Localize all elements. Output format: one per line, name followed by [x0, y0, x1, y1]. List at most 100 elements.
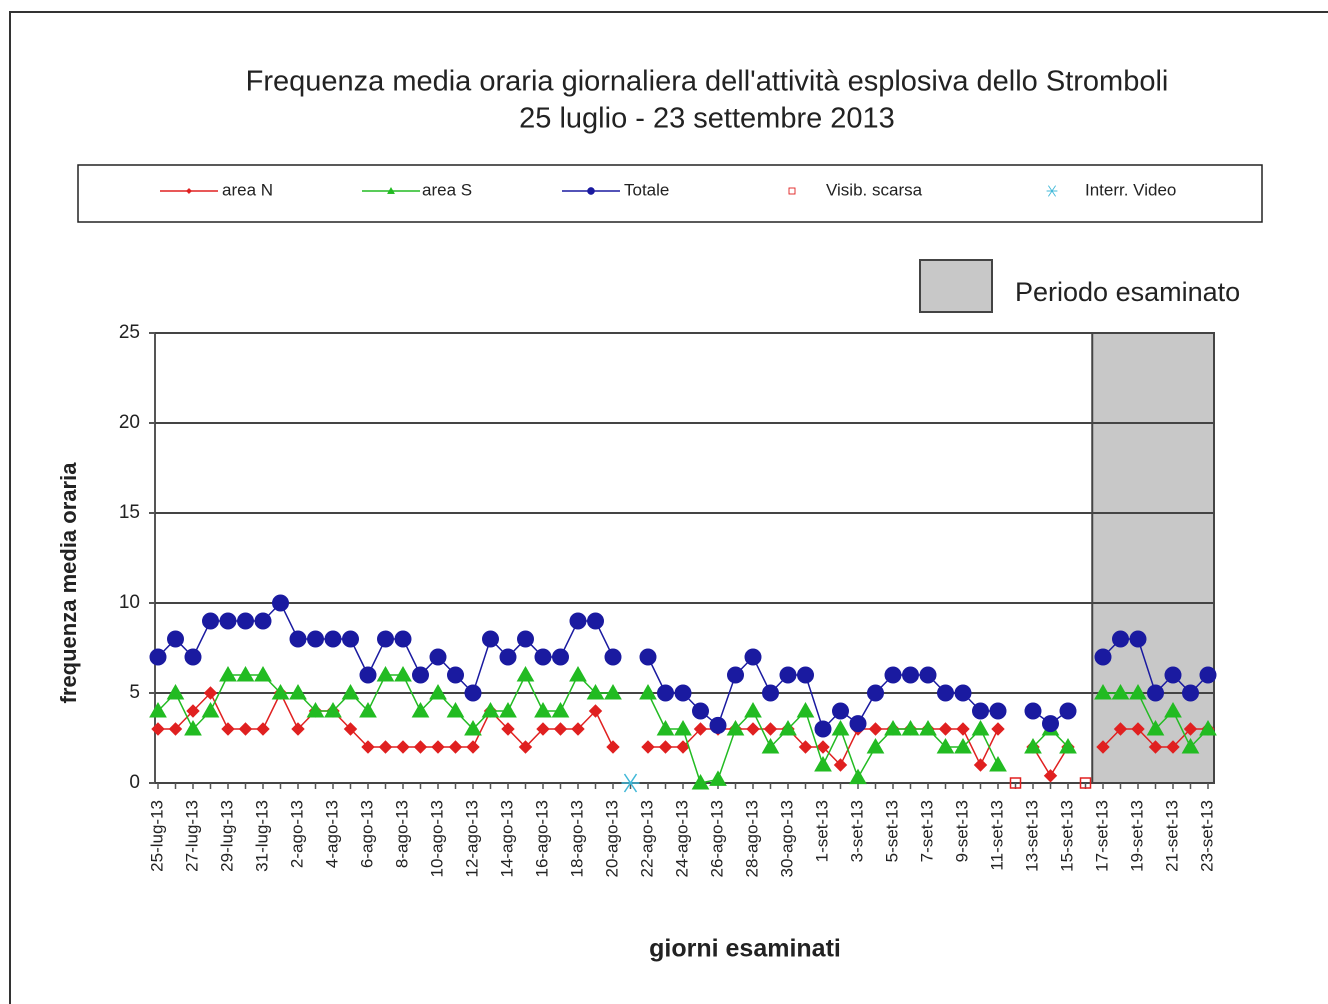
x-tick-label: 15-set-13: [1057, 800, 1076, 872]
y-tick-label: 25: [119, 322, 140, 343]
point: [1129, 683, 1147, 700]
point: [814, 755, 832, 772]
point: [866, 737, 885, 754]
point: [1094, 648, 1112, 666]
x-tick-label: 22-ago-13: [637, 800, 656, 878]
legend-marker: [387, 186, 395, 194]
point: [202, 612, 219, 630]
point: [971, 719, 990, 736]
point: [676, 740, 690, 754]
highlight-label: Periodo esaminato: [1015, 277, 1240, 307]
point: [149, 701, 167, 718]
point: [1182, 684, 1199, 702]
point: [499, 701, 517, 718]
point: [954, 737, 972, 754]
legend-marker: [788, 187, 796, 195]
point: [937, 684, 954, 702]
point: [1148, 740, 1163, 754]
point: [221, 722, 235, 736]
point: [361, 740, 375, 754]
point: [446, 701, 465, 718]
legend-marker: [1046, 185, 1058, 197]
point: [411, 701, 430, 718]
point: [254, 612, 272, 630]
x-tick-label: 7-set-13: [917, 800, 936, 862]
point: [1181, 737, 1200, 754]
legend-label: area N: [222, 180, 273, 199]
point: [238, 722, 253, 736]
point: [518, 740, 533, 754]
x-tick-label: 26-ago-13: [707, 800, 726, 878]
point: [884, 719, 902, 736]
x-tick-label: 4-ago-13: [322, 800, 341, 868]
point: [254, 665, 272, 682]
point: [429, 648, 447, 666]
legend-marker: [185, 187, 193, 195]
point: [151, 722, 165, 736]
point: [184, 719, 202, 736]
point: [919, 666, 937, 684]
chart-subtitle: 25 luglio - 23 settembre 2013: [519, 103, 895, 135]
point: [168, 722, 183, 736]
point: [727, 666, 744, 684]
frame: [9, 11, 1328, 1004]
point: [501, 722, 515, 736]
point: [289, 683, 307, 700]
x-tick-label: 29-lug-13: [217, 800, 236, 872]
point: [448, 740, 463, 754]
y-tick-label: 10: [119, 592, 140, 613]
point: [692, 702, 709, 720]
point: [989, 755, 1007, 772]
point: [1183, 722, 1198, 736]
point: [1146, 719, 1165, 736]
point: [272, 594, 289, 612]
y-tick-label: 15: [119, 502, 140, 523]
point: [586, 683, 605, 700]
x-tick-label: 14-ago-13: [497, 800, 516, 878]
point: [797, 666, 814, 684]
point: [359, 666, 377, 684]
point: [1096, 740, 1110, 754]
x-tick-label: 18-ago-13: [567, 800, 586, 878]
point: [779, 666, 797, 684]
point: [236, 665, 255, 682]
point: [1129, 630, 1147, 648]
point: [954, 684, 972, 702]
point: [936, 737, 955, 754]
point: [481, 701, 500, 718]
point: [588, 704, 603, 718]
point: [1024, 737, 1042, 754]
point: [709, 770, 727, 786]
point: [816, 740, 830, 754]
y-axis-label: frequenza media oraria: [56, 462, 81, 704]
point: [833, 758, 848, 772]
y-tick-label: 20: [119, 412, 140, 433]
point: [744, 648, 762, 666]
point: [569, 612, 587, 630]
point: [394, 630, 412, 648]
x-tick-label: 30-ago-13: [777, 800, 796, 878]
point: [359, 701, 377, 718]
point: [867, 684, 884, 702]
x-tick-label: 2-ago-13: [287, 800, 306, 868]
point: [1009, 777, 1022, 789]
point: [534, 648, 552, 666]
highlight-legend-box: [919, 259, 993, 313]
point: [464, 684, 482, 702]
point: [691, 773, 710, 790]
x-tick-label: 27-lug-13: [182, 800, 201, 872]
point: [674, 719, 692, 736]
x-tick-label: 28-ago-13: [742, 800, 761, 878]
x-tick-label: 10-ago-13: [427, 800, 446, 878]
x-tick-label: 21-set-13: [1162, 800, 1181, 872]
point: [517, 630, 534, 648]
x-tick-label: 20-ago-13: [602, 800, 621, 878]
point: [1199, 719, 1217, 736]
point: [429, 683, 447, 700]
point: [831, 719, 850, 736]
point: [639, 648, 657, 666]
x-tick-label: 31-lug-13: [252, 800, 271, 872]
point: [973, 758, 988, 772]
point: [1079, 777, 1092, 789]
